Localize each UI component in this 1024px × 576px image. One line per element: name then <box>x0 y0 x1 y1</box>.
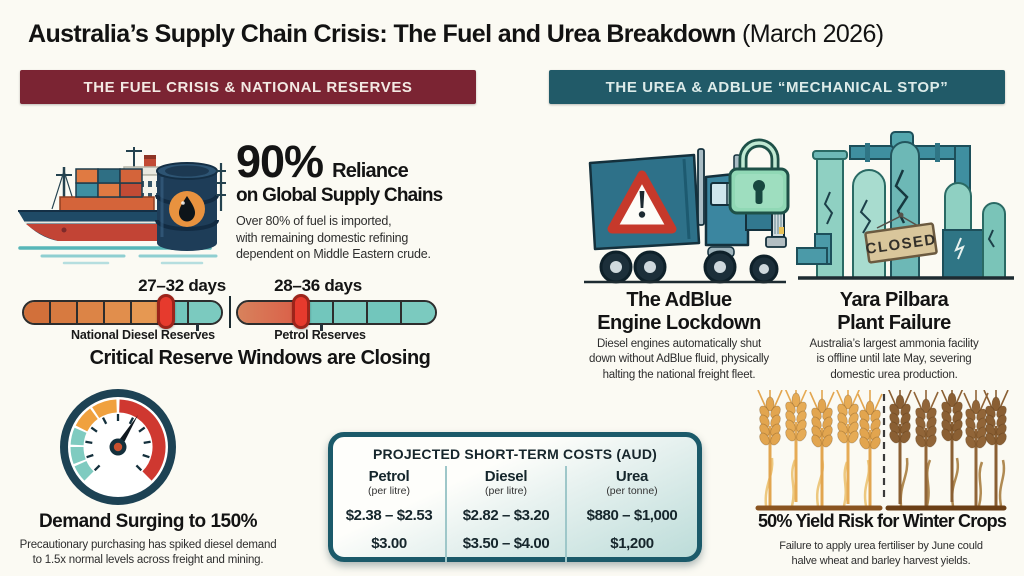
crops-heading: 50% Yield Risk for Winter Crops <box>757 511 1007 531</box>
costs-table: PROJECTED SHORT-TERM COSTS (AUD) Petrol … <box>328 432 702 562</box>
adblue-desc-line: down without AdBlue fluid, physically <box>589 353 769 366</box>
diesel-tick <box>196 324 199 331</box>
stern-mast-icon <box>216 163 226 211</box>
page-title-main: Australia’s Supply Chain Crisis: The Fue… <box>28 20 736 48</box>
adblue-heading-line: Engine Lockdown <box>597 312 761 335</box>
warning-triangle-icon <box>607 170 677 234</box>
adblue-desc-line: Diesel engines automatically shut <box>596 338 762 350</box>
reliance-desc-line: with remaining domestic refining <box>236 230 409 245</box>
demand-desc-line: to 1.5x normal levels across freight and… <box>32 554 264 567</box>
petrol-reserve-marker <box>292 294 310 329</box>
costs-col-name: Urea <box>615 468 649 485</box>
diesel-reserve-bar <box>22 300 223 325</box>
costs-projected-value: $1,200 <box>610 535 654 552</box>
reserves-heading: Critical Reserve Windows are Closing <box>89 347 431 369</box>
grass-left <box>764 457 871 507</box>
bar-divider <box>229 296 231 328</box>
costs-projected-value: $3.50 – $4.00 <box>462 535 550 552</box>
yara-heading-line: Yara Pilbara <box>839 289 949 311</box>
adblue-heading-line: The AdBlue <box>626 289 732 311</box>
diesel-reserve-label: National Diesel Reserves <box>71 328 215 342</box>
demand-desc-line: Precautionary purchasing has spiked dies… <box>19 539 277 551</box>
costs-col-unit: (per litre) <box>484 485 527 497</box>
yara-desc-line: domestic urea production. <box>830 368 958 381</box>
costs-col-urea: Urea (per tonne) $880 – $1,000 $1,200 <box>567 466 697 562</box>
costs-projected-value: $3.00 <box>371 535 407 552</box>
healthy-wheat-icons <box>756 390 884 512</box>
crops-desc-line: Failure to apply urea fertiliser by June… <box>779 540 983 552</box>
diesel-window-label: 27–32 days <box>138 276 226 295</box>
yara-desc-line: is offline until late May, severing <box>816 353 972 366</box>
diesel-reserve-marker <box>157 294 175 329</box>
costs-col-diesel: Diesel (per litre) $2.82 – $3.20 $3.50 –… <box>445 466 567 562</box>
truck-wheels <box>599 250 779 284</box>
costs-current-value: $2.38 – $2.53 <box>345 507 433 524</box>
costs-col-unit: (per tonne) <box>606 485 658 497</box>
reliance-stat-value: 90% <box>236 136 324 187</box>
reliance-stat-line2: on Global Supply Chains <box>236 185 443 206</box>
failing-wheat-icons <box>886 390 1010 511</box>
petrol-reserve-bar <box>236 300 437 325</box>
yara-heading-line: Plant Failure <box>837 312 951 335</box>
page-title: Australia’s Supply Chain Crisis: The Fue… <box>28 20 884 49</box>
petrol-window-label: 28–36 days <box>274 276 362 295</box>
crops-desc-line: halve wheat and barley harvest yields. <box>791 554 971 567</box>
costs-col-name: Petrol <box>368 468 410 485</box>
freight-truck-icon <box>584 148 787 284</box>
page-title-date: (March 2026) <box>735 20 884 48</box>
costs-col-unit: (per litre) <box>367 485 410 497</box>
reliance-stat-word: Reliance <box>332 160 409 182</box>
closed-sign: CLOSED <box>864 212 938 264</box>
costs-table-title: PROJECTED SHORT-TERM COSTS (AUD) <box>372 446 658 462</box>
adblue-desc-line: halting the national freight fleet. <box>602 368 756 381</box>
petrol-reserve-label: Petrol Reserves <box>274 328 366 342</box>
freight-truck-illustration <box>584 138 790 284</box>
costs-current-value: $2.82 – $3.20 <box>462 507 550 524</box>
reliance-desc-line: Over 80% of fuel is imported, <box>236 214 392 229</box>
cargo-ship-illustration <box>18 147 226 265</box>
fuel-section-header: THE FUEL CRISIS & NATIONAL RESERVES <box>20 70 476 104</box>
urea-section-header: THE UREA & ADBLUE “MECHANICAL STOP” <box>549 70 1005 104</box>
ammonia-plant-icon <box>796 131 1014 280</box>
petrol-tick <box>320 324 323 331</box>
padlock-icon <box>728 138 790 215</box>
oil-barrel-icon <box>155 162 219 251</box>
costs-current-value: $880 – $1,000 <box>586 507 678 524</box>
yara-desc-line: Australia’s largest ammonia facility <box>809 338 979 350</box>
demand-gauge-icon <box>60 389 176 505</box>
reliance-stat-block: 90% Reliance on Global Supply Chains Ove… <box>236 139 466 263</box>
ammonia-plant-illustration: CLOSED <box>796 131 1014 280</box>
costs-col-petrol: Petrol (per litre) $2.38 – $2.53 $3.00 <box>333 466 445 562</box>
costs-col-name: Diesel <box>484 468 528 485</box>
reliance-desc-line: dependent on Middle Eastern crude. <box>236 247 431 262</box>
demand-heading: Demand Surging to 150% <box>38 511 258 532</box>
wheat-crops-icon <box>755 390 1010 512</box>
